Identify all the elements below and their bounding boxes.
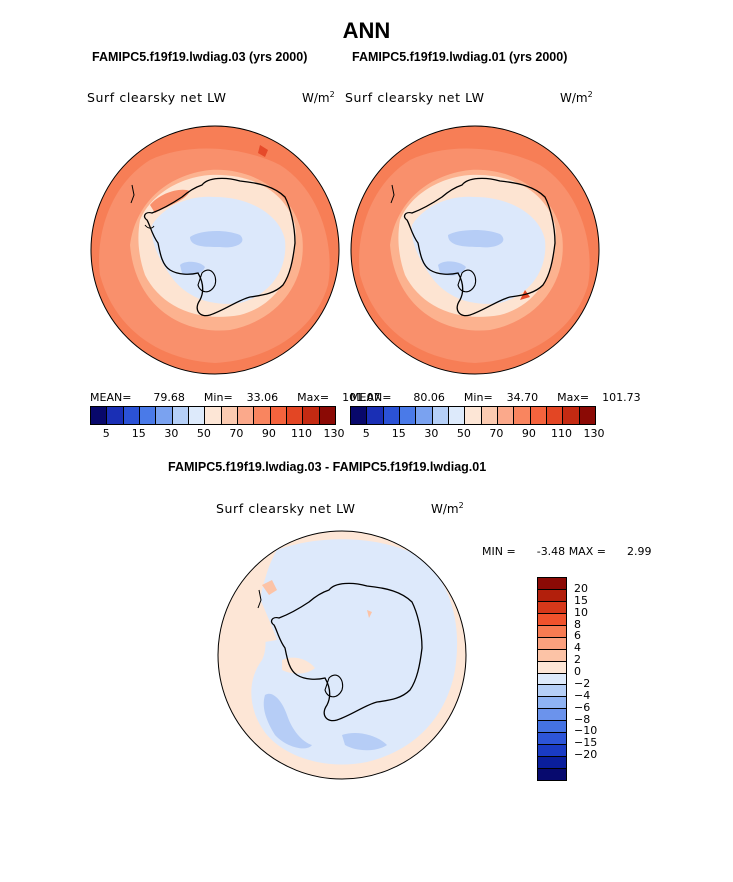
diff-colorbar-tick-label: 6 bbox=[574, 629, 581, 643]
panel-1-colorbar-labels: 5 15 30 50 70 90 110 130 bbox=[90, 427, 345, 441]
panel-1-variable-label: Surf clearsky net LW bbox=[87, 90, 227, 105]
colorbar-swatch bbox=[107, 407, 124, 424]
colorbar-tick-label: 130 bbox=[323, 427, 345, 440]
panel-2-polar-map bbox=[350, 125, 600, 375]
colorbar-tick-label: 110 bbox=[290, 427, 312, 440]
diff-colorbar-swatch bbox=[538, 757, 566, 769]
diff-colorbar-swatch bbox=[538, 721, 566, 734]
colorbar-swatch bbox=[139, 407, 157, 424]
diff-colorbar-swatch bbox=[538, 673, 566, 686]
diff-colorbar-tick-label: 0 bbox=[574, 665, 581, 679]
colorbar-swatch bbox=[514, 407, 531, 424]
colorbar-swatch bbox=[188, 407, 206, 424]
diff-colorbar-swatch bbox=[538, 709, 566, 722]
colorbar-swatch bbox=[270, 407, 287, 424]
colorbar-swatch bbox=[481, 407, 498, 424]
colorbar-swatch bbox=[399, 407, 417, 424]
colorbar-tick-label: 5 bbox=[362, 427, 370, 440]
panel-2-variable-label: Surf clearsky net LW bbox=[345, 90, 485, 105]
diff-colorbar-swatch bbox=[538, 733, 566, 746]
colorbar-swatch bbox=[221, 407, 238, 424]
colorbar-swatch bbox=[546, 407, 564, 424]
diff-units: W/m2 bbox=[431, 501, 464, 516]
diff-colorbar-swatch bbox=[538, 697, 566, 710]
colorbar-swatch bbox=[530, 407, 547, 424]
diff-colorbar-tick-label: −2 bbox=[574, 676, 591, 690]
diff-colorbar-swatch bbox=[538, 661, 566, 674]
colorbar-swatch bbox=[448, 407, 466, 424]
colorbar-tick-label: 130 bbox=[583, 427, 605, 440]
diff-colorbar-swatch bbox=[538, 685, 566, 698]
colorbar-tick-label: 50 bbox=[456, 427, 471, 440]
diff-colorbar-tick-label: 15 bbox=[574, 593, 588, 607]
diff-colorbar-tick-label: 8 bbox=[574, 617, 581, 631]
diff-min-max: MIN = -3.48 MAX = 2.99 bbox=[482, 545, 652, 558]
diff-colorbar bbox=[537, 577, 567, 781]
diff-colorbar-tick-label: −6 bbox=[574, 700, 591, 714]
colorbar-swatch bbox=[383, 407, 400, 424]
diff-colorbar-swatch bbox=[538, 649, 566, 662]
diff-variable-label: Surf clearsky net LW bbox=[216, 501, 356, 516]
diff-colorbar-tick-label: 10 bbox=[574, 605, 588, 619]
colorbar-tick-label: 90 bbox=[261, 427, 276, 440]
panel-1-case-title: FAMIPC5.f19f19.lwdiag.03 (yrs 2000) bbox=[92, 50, 308, 64]
colorbar-swatch bbox=[303, 407, 320, 424]
diff-colorbar-tick-label: 2 bbox=[574, 653, 581, 667]
colorbar-swatch bbox=[205, 407, 222, 424]
colorbar-swatch bbox=[416, 407, 433, 424]
panel-1-colorbar bbox=[90, 406, 336, 425]
panel-2-colorbar-labels: 5 15 30 50 70 90 110 130 bbox=[350, 427, 605, 441]
panel-2-case-title: FAMIPC5.f19f19.lwdiag.01 (yrs 2000) bbox=[352, 50, 568, 64]
diff-colorbar-tick-label: 4 bbox=[574, 641, 581, 655]
colorbar-tick-label: 70 bbox=[489, 427, 504, 440]
diff-colorbar-swatch bbox=[538, 589, 566, 602]
colorbar-swatch bbox=[91, 407, 108, 424]
colorbar-tick-label: 30 bbox=[164, 427, 179, 440]
diff-colorbar-swatch bbox=[538, 769, 566, 780]
colorbar-tick-label: 5 bbox=[102, 427, 110, 440]
panel-1-stats: MEAN= 79.68 Min= 33.06 Max= 101.07 bbox=[90, 391, 381, 404]
panel-2-stats: MEAN= 80.06 Min= 34.70 Max= 101.73 bbox=[350, 391, 641, 404]
colorbar-tick-label: 90 bbox=[521, 427, 536, 440]
colorbar-swatch bbox=[123, 407, 140, 424]
diff-colorbar-tick-label: −15 bbox=[574, 736, 598, 750]
diff-colorbar-swatch bbox=[538, 578, 566, 590]
diff-colorbar-tick-label: 20 bbox=[574, 581, 588, 595]
panel-1-polar-map bbox=[90, 125, 340, 375]
colorbar-swatch bbox=[367, 407, 384, 424]
colorbar-swatch bbox=[432, 407, 449, 424]
colorbar-swatch bbox=[351, 407, 368, 424]
colorbar-tick-label: 110 bbox=[550, 427, 572, 440]
main-title: ANN bbox=[342, 18, 391, 43]
colorbar-swatch bbox=[237, 407, 255, 424]
colorbar-tick-label: 15 bbox=[131, 427, 146, 440]
diff-colorbar-tick-label: −20 bbox=[574, 748, 598, 762]
diff-colorbar-swatch bbox=[538, 745, 566, 758]
colorbar-swatch bbox=[497, 407, 515, 424]
colorbar-swatch bbox=[286, 407, 304, 424]
diff-colorbar-swatch bbox=[538, 601, 566, 614]
diff-colorbar-tick-label: −8 bbox=[574, 712, 591, 726]
panel-1-units: W/m2 bbox=[302, 90, 335, 105]
colorbar-swatch bbox=[579, 407, 595, 424]
diff-colorbar-swatch bbox=[538, 613, 566, 626]
colorbar-swatch bbox=[156, 407, 173, 424]
colorbar-swatch bbox=[172, 407, 189, 424]
panel-2-colorbar bbox=[350, 406, 596, 425]
diff-colorbar-swatch bbox=[538, 625, 566, 638]
colorbar-swatch bbox=[563, 407, 580, 424]
diff-colorbar-swatch bbox=[538, 637, 566, 650]
panel-2-units: W/m2 bbox=[560, 90, 593, 105]
colorbar-swatch bbox=[465, 407, 482, 424]
diff-title: FAMIPC5.f19f19.lwdiag.03 - FAMIPC5.f19f1… bbox=[168, 460, 487, 474]
colorbar-tick-label: 50 bbox=[196, 427, 211, 440]
colorbar-tick-label: 70 bbox=[229, 427, 244, 440]
colorbar-swatch bbox=[254, 407, 271, 424]
colorbar-tick-label: 15 bbox=[391, 427, 406, 440]
diff-colorbar-tick-label: −4 bbox=[574, 688, 591, 702]
colorbar-swatch bbox=[319, 407, 335, 424]
diff-polar-map bbox=[217, 530, 467, 780]
diff-colorbar-tick-label: −10 bbox=[574, 724, 598, 738]
colorbar-tick-label: 30 bbox=[424, 427, 439, 440]
